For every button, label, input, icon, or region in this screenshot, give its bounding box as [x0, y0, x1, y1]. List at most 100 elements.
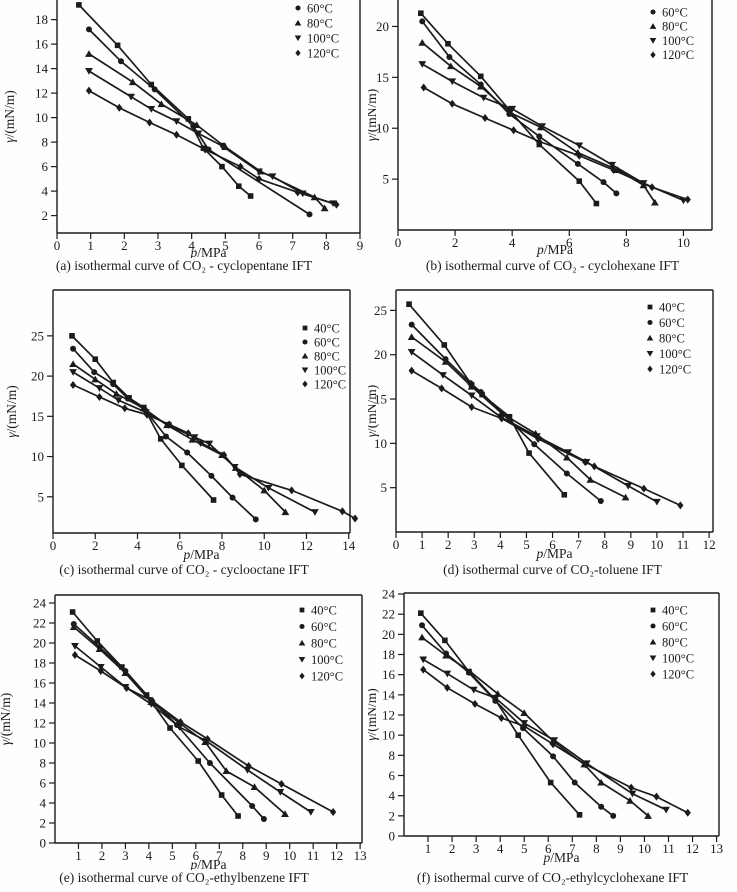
svg-text:100°C: 100°C [307, 31, 339, 45]
svg-text:24: 24 [33, 596, 47, 611]
svg-text:60°C: 60°C [659, 316, 685, 330]
svg-text:10: 10 [35, 110, 48, 125]
svg-text:12: 12 [33, 716, 46, 731]
chart-d-caption: (d) isothermal curve of CO₂-toluene IFT [443, 562, 662, 577]
svg-text:80°C: 80°C [662, 20, 688, 34]
svg-text:5: 5 [381, 480, 388, 495]
svg-text:100°C: 100°C [311, 653, 343, 667]
svg-text:120°C: 120°C [662, 48, 694, 62]
svg-text:p/MPa: p/MPa [535, 546, 572, 561]
svg-text:4: 4 [146, 848, 153, 863]
svg-text:40°C: 40°C [314, 321, 340, 335]
chart-c-caption: (c) isothermal curve of CO₂ - cyclooctan… [59, 562, 309, 577]
chart-panel-f: 1 2 3 4 5 6 7 8 9 10 11 12 13 0 2 4 6 8 10 12 14 16 18 20 22 24 p/… [368, 578, 737, 892]
svg-text:120°C: 120°C [659, 362, 691, 376]
svg-text:120°C: 120°C [311, 669, 343, 683]
svg-text:12: 12 [686, 841, 699, 856]
svg-text:10: 10 [374, 436, 387, 451]
svg-text:10: 10 [382, 728, 395, 743]
svg-text:3: 3 [122, 848, 129, 863]
svg-text:5: 5 [169, 848, 176, 863]
svg-text:80°C: 80°C [659, 331, 685, 345]
svg-text:120°C: 120°C [314, 377, 346, 391]
svg-text:3: 3 [471, 537, 478, 552]
svg-text:16: 16 [382, 667, 396, 682]
chart-f-caption: (f) isothermal curve of CO₂-ethylcyclohe… [416, 870, 689, 885]
chart-e-caption: (e) isothermal curve of CO₂-ethylbenzene… [59, 870, 309, 885]
svg-text:p/MPa: p/MPa [182, 547, 219, 562]
svg-text:15: 15 [376, 70, 389, 85]
svg-text:22: 22 [33, 616, 46, 631]
svg-text:γ/(mN/m): γ/(mN/m) [0, 693, 13, 746]
svg-text:22: 22 [382, 607, 395, 622]
svg-text:20: 20 [33, 636, 46, 651]
svg-text:40°C: 40°C [311, 603, 337, 617]
svg-text:5: 5 [38, 489, 45, 504]
svg-text:0: 0 [50, 538, 57, 553]
svg-text:24: 24 [382, 587, 396, 602]
svg-text:9: 9 [357, 238, 364, 253]
svg-text:8: 8 [623, 235, 630, 250]
chart-panel-d: 0123456789101112510152025p/MPaγ/(mN/m)40… [368, 282, 737, 578]
chart-a-caption: (a) isothermal curve of CO₂ - cyclopenta… [55, 258, 313, 273]
svg-text:5: 5 [383, 172, 390, 187]
svg-text:80°C: 80°C [662, 635, 688, 649]
svg-text:5: 5 [523, 537, 530, 552]
svg-text:3: 3 [155, 238, 162, 253]
svg-text:4: 4 [389, 788, 396, 803]
svg-text:7: 7 [575, 537, 582, 552]
svg-text:2: 2 [121, 238, 128, 253]
svg-text:60°C: 60°C [662, 5, 688, 19]
svg-text:60°C: 60°C [314, 335, 340, 349]
svg-text:5: 5 [521, 841, 528, 856]
svg-text:8: 8 [601, 537, 608, 552]
svg-text:1: 1 [75, 848, 82, 863]
chart-panel-a: 0 1 2 3 4 5 6 7 8 9 2 4 6 8 10 12 14 16 18 p/MPa γ/(mN/m) 60°… [0, 0, 368, 282]
svg-text:25: 25 [31, 328, 44, 343]
svg-text:16: 16 [35, 37, 49, 52]
svg-text:120°C: 120°C [662, 667, 694, 681]
svg-text:p/MPa: p/MPa [536, 242, 573, 257]
svg-text:80°C: 80°C [307, 16, 333, 30]
svg-text:20: 20 [376, 19, 389, 34]
svg-text:13: 13 [710, 841, 723, 856]
svg-text:8: 8 [593, 841, 600, 856]
svg-text:10: 10 [283, 848, 296, 863]
svg-text:6: 6 [549, 537, 556, 552]
svg-text:6: 6 [42, 159, 49, 174]
svg-text:14: 14 [342, 538, 356, 553]
svg-text:4: 4 [40, 796, 47, 811]
svg-text:0: 0 [393, 537, 400, 552]
svg-text:0: 0 [395, 235, 402, 250]
svg-text:1: 1 [419, 537, 426, 552]
svg-text:14: 14 [382, 687, 396, 702]
svg-text:10: 10 [258, 538, 271, 553]
svg-text:2: 2 [389, 808, 396, 823]
svg-text:20: 20 [382, 627, 395, 642]
svg-text:7: 7 [289, 238, 296, 253]
svg-text:2: 2 [40, 816, 47, 831]
svg-text:10: 10 [33, 736, 46, 751]
svg-text:γ/(mN/m): γ/(mN/m) [368, 385, 379, 438]
svg-text:10: 10 [650, 537, 663, 552]
chart-e-canvas: 1 2 3 4 5 6 7 8 9 10 11 12 13024681012141618202224p/… [0, 594, 367, 870]
svg-text:120°C: 120°C [307, 46, 339, 60]
svg-text:15: 15 [374, 392, 387, 407]
svg-text:4: 4 [497, 841, 504, 856]
svg-text:9: 9 [263, 848, 270, 863]
svg-text:2: 2 [445, 537, 452, 552]
svg-text:1: 1 [425, 841, 432, 856]
chart-panel-c: 0 2 4 6 8 10 12 14 5 10 15 20 25 p/MPa γ/(mN/m) 40°C 60°… [0, 282, 368, 578]
svg-text:0: 0 [389, 829, 396, 844]
svg-text:6: 6 [545, 841, 552, 856]
svg-text:6: 6 [40, 776, 47, 791]
chart-a-canvas: 0 1 2 3 4 5 6 7 8 924681012141618p/MPaγ/(mN/m)60°… [2, 0, 364, 258]
svg-text:γ/(mN/m): γ/(mN/m) [4, 385, 19, 438]
svg-text:40°C: 40°C [659, 300, 685, 314]
svg-text:60°C: 60°C [662, 619, 688, 633]
svg-text:10: 10 [31, 449, 44, 464]
svg-text:80°C: 80°C [311, 636, 337, 650]
svg-text:100°C: 100°C [662, 651, 694, 665]
svg-text:8: 8 [240, 848, 247, 863]
